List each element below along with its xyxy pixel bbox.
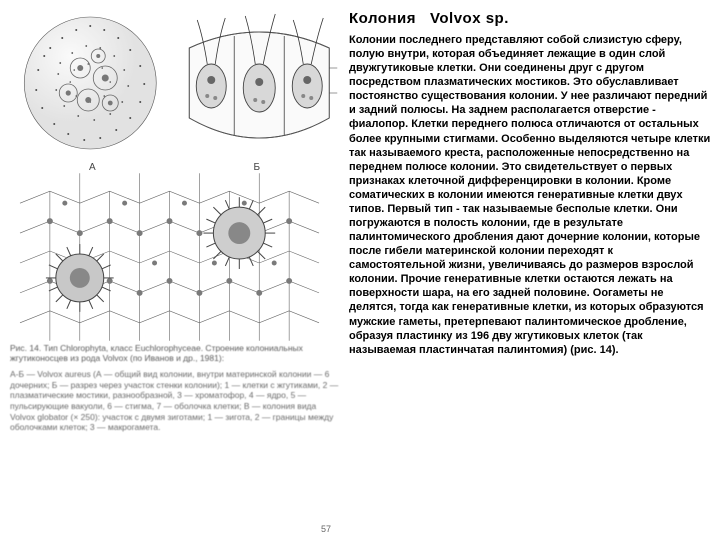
- figure-caption-body: А-Б — Volvox aureus (А — общий вид колон…: [10, 369, 339, 433]
- figure-b: [179, 8, 340, 158]
- figure-a: [10, 8, 171, 158]
- figure-caption-head: Рис. 14. Тип Chlorophyta, класс Euchloro…: [10, 343, 339, 363]
- text-column: Колония Volvox sp. Колонии последнего пр…: [345, 0, 720, 540]
- figure-c: [10, 173, 339, 343]
- label-a: А: [89, 162, 96, 173]
- figure-row-top: [10, 8, 339, 158]
- page-number: 57: [321, 524, 331, 534]
- figure-labels-ab: А Б: [10, 162, 339, 173]
- article-body: Колонии последнего представляют собой сл…: [349, 33, 712, 357]
- article-title: Колония Volvox sp.: [349, 10, 712, 27]
- label-b: Б: [253, 162, 260, 173]
- figure-column: А Б: [0, 0, 345, 540]
